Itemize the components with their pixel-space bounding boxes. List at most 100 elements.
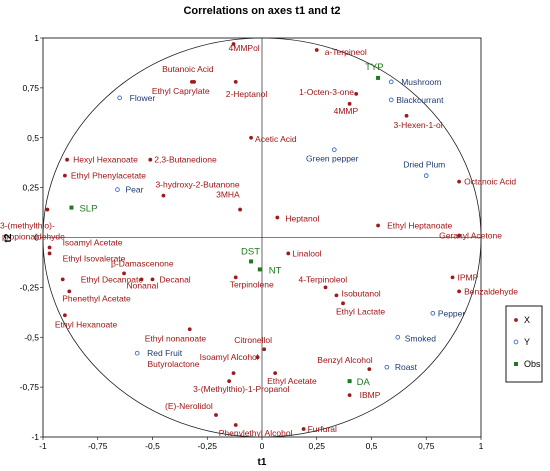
x-tick-label: -0,25 bbox=[198, 441, 218, 451]
y-variable-point-label: Roast bbox=[395, 362, 418, 372]
x-variable-point-label: Ethyl Hexanoate bbox=[55, 319, 118, 329]
y-variable-point bbox=[388, 97, 394, 103]
x-variable-point-label: IPMP bbox=[458, 272, 479, 282]
series-x: 4MMPol a-Terpineol Butanoic Acid Ethyl Capr… bbox=[0, 42, 518, 438]
x-variable-point bbox=[249, 135, 253, 140]
x-variable-point bbox=[139, 277, 144, 282]
x-variable-point bbox=[273, 371, 278, 376]
observation-point bbox=[249, 259, 254, 264]
x-variable-point bbox=[457, 233, 461, 238]
y-variable-point bbox=[134, 350, 140, 356]
x-variable-point bbox=[457, 179, 461, 184]
x-variable-point-label: 2,3-Butanedione bbox=[154, 155, 217, 165]
x-variable-point bbox=[45, 207, 50, 212]
x-variable-point bbox=[148, 157, 153, 162]
x-variable-point bbox=[122, 271, 126, 276]
y-variable-point-label: Smoked bbox=[405, 333, 436, 343]
x-variable-point-label: Nonanal bbox=[127, 280, 159, 290]
legend-marker-obs bbox=[514, 362, 518, 366]
label-line-1: 3-(methylthio)- bbox=[0, 221, 55, 231]
x-tick-label: -0,5 bbox=[145, 441, 160, 451]
x-variable-point bbox=[161, 193, 166, 198]
x-variable-point-label: Ethyl Heptanoate bbox=[387, 221, 452, 231]
x-variable-point bbox=[314, 48, 319, 52]
x-variable-point-label: Acetic Acid bbox=[255, 134, 297, 144]
x-variable-point-label: Isoamyl Alcohol bbox=[200, 352, 259, 362]
observation-point-label: DST bbox=[241, 246, 260, 257]
x-variable-point-label: 2-Heptanol bbox=[226, 89, 268, 99]
legend-label: Y bbox=[524, 337, 530, 347]
label-line-2: propionaldehyde bbox=[2, 232, 65, 242]
x-variable-point bbox=[323, 285, 328, 290]
y-variable-point bbox=[115, 187, 120, 192]
x-variable-point-label: Citronellol bbox=[234, 335, 272, 345]
x-variable-point bbox=[65, 157, 69, 162]
x-variable-point-label: 4MMPol bbox=[229, 43, 260, 53]
x-variable-point-label: Ethyl Acetate bbox=[267, 376, 317, 386]
x-variable-point-label: Ethyl Decanoate bbox=[81, 274, 144, 284]
x-tick-label: 0,25 bbox=[308, 441, 325, 451]
y-tick-label: 0,5 bbox=[27, 133, 39, 143]
x-variable-point-label: Benzyl Alcohol bbox=[317, 355, 372, 365]
x-variable-point bbox=[67, 289, 72, 294]
series-obs: TYP SLP DST NT DA bbox=[69, 62, 384, 388]
x-variable-point-label: Ethyl Caprylate bbox=[152, 86, 210, 96]
x-variable-point-label: Geranyl Acetone bbox=[439, 231, 502, 241]
x-variable-point-label: Ethyl Lactate bbox=[336, 306, 385, 316]
x-variable-point-label: Hexyl Hexanoate bbox=[73, 155, 138, 165]
x-variable-point bbox=[150, 277, 155, 282]
x-axis-label: t1 bbox=[258, 457, 267, 468]
observation-point-label: NT bbox=[269, 265, 282, 276]
x-variable-point bbox=[227, 379, 232, 384]
y-variable-point bbox=[331, 147, 337, 153]
x-tick-label: -1 bbox=[39, 441, 47, 451]
chart-title: Correlations on axes t1 and t2 bbox=[183, 5, 340, 17]
x-variable-point-label: Decanal bbox=[160, 274, 191, 284]
x-variable-point bbox=[47, 245, 52, 250]
x-variable-point-label: (E)-Nerolidol bbox=[165, 401, 213, 411]
points-layer: 4MMPol a-Terpineol Butanoic Acid Ethyl Capr… bbox=[0, 42, 518, 438]
x-variable-point-label: Linalool bbox=[292, 248, 321, 258]
legend: X Y Obs bbox=[505, 305, 543, 383]
x-variable-point-label: Octanoic Acid bbox=[464, 177, 516, 187]
x-variable-point-label: Phenethyl Acetate bbox=[62, 293, 131, 303]
x-variable-point-label: Benzaldehyde bbox=[464, 286, 518, 296]
y-tick-label: -0,5 bbox=[24, 332, 39, 342]
y-variable-point-label: Dried Plum bbox=[403, 160, 445, 170]
x-variable-point-label: Butyrolactone bbox=[148, 359, 200, 369]
y-tick-label: -1 bbox=[31, 432, 39, 442]
x-variable-point bbox=[238, 207, 243, 212]
y-variable-point-label: Red Fruit bbox=[147, 348, 183, 358]
x-variable-point-label: 3-hydroxy-2-Butanone bbox=[155, 180, 239, 190]
x-variable-point-label: Butanoic Acid bbox=[162, 64, 214, 74]
x-variable-point bbox=[286, 251, 291, 256]
observation-point-label: DA bbox=[357, 377, 371, 388]
y-variable-point bbox=[384, 364, 390, 370]
y-variable-point bbox=[395, 334, 401, 340]
x-variable-point-label: Phenylethyl Alcohol bbox=[219, 428, 293, 438]
x-variable-point bbox=[60, 277, 65, 282]
x-variable-point-label: 4MMP bbox=[334, 106, 359, 116]
observation-point bbox=[69, 205, 74, 210]
x-variable-point bbox=[301, 427, 306, 431]
x-variable-point-label: 3-Hexen-1-ol bbox=[394, 120, 443, 130]
legend-label: Obs bbox=[524, 359, 541, 369]
x-variable-point bbox=[190, 79, 194, 84]
x-variable-point bbox=[367, 367, 372, 372]
y-tick-label: 0 bbox=[34, 233, 39, 243]
y-variable-point bbox=[430, 310, 436, 316]
x-variable-point-label: Ethyl Isovalerate bbox=[63, 253, 126, 263]
x-variable-point-label: 3-(Methylthio)-1-Propanol bbox=[193, 384, 289, 394]
x-variable-point-label: Ethyl nonanoate bbox=[145, 333, 207, 343]
y-tick-label: 1 bbox=[34, 33, 39, 43]
legend-marker-y bbox=[513, 339, 519, 345]
x-variable-point-label: IBMP bbox=[360, 390, 381, 400]
x-variable-point bbox=[404, 113, 409, 118]
legend-marker-x bbox=[514, 318, 518, 322]
legend-label: X bbox=[524, 315, 530, 325]
y-variable-point-label: Pepper bbox=[438, 308, 466, 318]
x-variable-point-label: Terpinolene bbox=[230, 279, 274, 289]
x-variable-point-label: β-Damascenone bbox=[111, 258, 174, 268]
x-variable-point bbox=[63, 313, 67, 318]
